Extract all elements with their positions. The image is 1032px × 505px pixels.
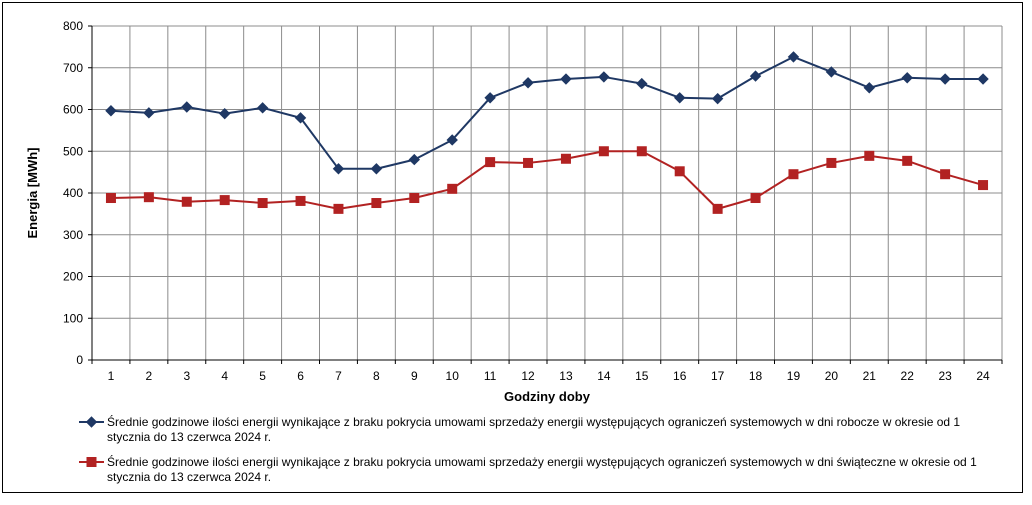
y-tick-label: 600 [63, 103, 83, 117]
series-1-point [674, 92, 686, 104]
series-1-point [408, 153, 420, 166]
series-1-point [825, 66, 838, 78]
x-tick-label: 8 [373, 369, 380, 383]
y-tick-label: 700 [63, 61, 83, 75]
y-axis-title: Energia [MWh] [25, 148, 40, 239]
series-1-point [484, 92, 496, 104]
y-tick-label: 100 [63, 311, 83, 325]
series-1-point [294, 112, 307, 124]
series-1-point [939, 73, 951, 85]
x-tick-label: 2 [146, 369, 153, 383]
series-2-point [560, 153, 571, 164]
series-1-point [219, 107, 231, 120]
x-tick-label: 10 [446, 369, 460, 383]
series-2-point [826, 157, 837, 168]
y-tick-label: 400 [63, 186, 83, 200]
series-2-point [523, 157, 534, 168]
series-2-point [598, 146, 609, 157]
series-1-point [787, 51, 800, 63]
x-tick-label: 24 [976, 369, 990, 383]
series-1-point [256, 102, 269, 114]
x-tick-label: 1 [108, 369, 115, 383]
series-1-point [560, 73, 572, 85]
series-1-point [711, 92, 724, 105]
legend-2-label: Średnie godzinowe ilości energii wynikaj… [107, 454, 977, 484]
x-axis-title: Godziny doby [504, 389, 591, 404]
series-2-point [674, 166, 685, 177]
series-1-point [143, 107, 155, 119]
series-1-point [749, 70, 762, 82]
legend-2-marker [86, 457, 97, 467]
x-tick-label: 15 [635, 369, 649, 383]
x-tick-label: 3 [183, 369, 190, 383]
legend-1-marker [85, 416, 98, 428]
series-2-point [712, 203, 723, 214]
x-tick-label: 13 [559, 369, 573, 383]
series-2-point [940, 169, 951, 180]
series-2-point [257, 198, 268, 209]
y-tick-label: 500 [63, 144, 83, 158]
series-1-point [598, 71, 610, 83]
series-2-point [902, 155, 913, 166]
x-tick-label: 18 [749, 369, 763, 383]
series-1-point [181, 101, 193, 113]
series-2-point [295, 195, 306, 206]
x-tick-label: 23 [938, 369, 952, 383]
series-2-point [447, 183, 458, 194]
x-tick-label: 4 [221, 369, 228, 383]
series-2-point [788, 169, 799, 180]
x-tick-label: 22 [901, 369, 915, 383]
x-tick-label: 19 [787, 369, 801, 383]
series-1-point [446, 134, 458, 146]
series-2-point [219, 195, 230, 206]
series-2-point [143, 192, 154, 203]
x-tick-label: 16 [673, 369, 687, 383]
series-2-line [110, 150, 984, 210]
series-2-point [409, 193, 420, 204]
x-tick-label: 6 [297, 369, 304, 383]
x-tick-label: 11 [484, 369, 497, 383]
series-2-point [864, 150, 875, 161]
legend-1-label: Średnie godzinowe ilości energii wynikaj… [107, 414, 960, 444]
series-1-line [110, 55, 984, 170]
y-tick-label: 200 [63, 270, 83, 284]
series-2-point [485, 157, 496, 168]
x-tick-label: 7 [335, 369, 342, 383]
x-tick-label: 20 [825, 369, 839, 383]
series-2-point [181, 196, 192, 207]
series-1-point [370, 163, 383, 175]
series-1-point [977, 73, 989, 85]
series-1-point [522, 77, 534, 89]
x-tick-label: 5 [259, 369, 266, 383]
series-2-point [978, 180, 989, 191]
series-2-point [371, 198, 382, 209]
x-tick-label: 14 [597, 369, 611, 383]
series-1-point [901, 72, 913, 84]
y-tick-label: 800 [63, 19, 83, 33]
series-2-point [333, 203, 344, 214]
series-2-point [105, 193, 116, 204]
series-1-point [332, 163, 345, 175]
series-1-point [863, 82, 875, 94]
x-tick-label: 17 [711, 369, 725, 383]
y-tick-label: 0 [76, 353, 83, 367]
x-tick-label: 9 [411, 369, 418, 383]
series-1-point [636, 77, 648, 90]
series-1-point [105, 105, 117, 117]
x-tick-label: 21 [863, 369, 877, 383]
series-2-point [636, 146, 647, 157]
series-2-point [750, 193, 761, 204]
x-tick-label: 12 [521, 369, 535, 383]
y-tick-label: 300 [63, 228, 83, 242]
